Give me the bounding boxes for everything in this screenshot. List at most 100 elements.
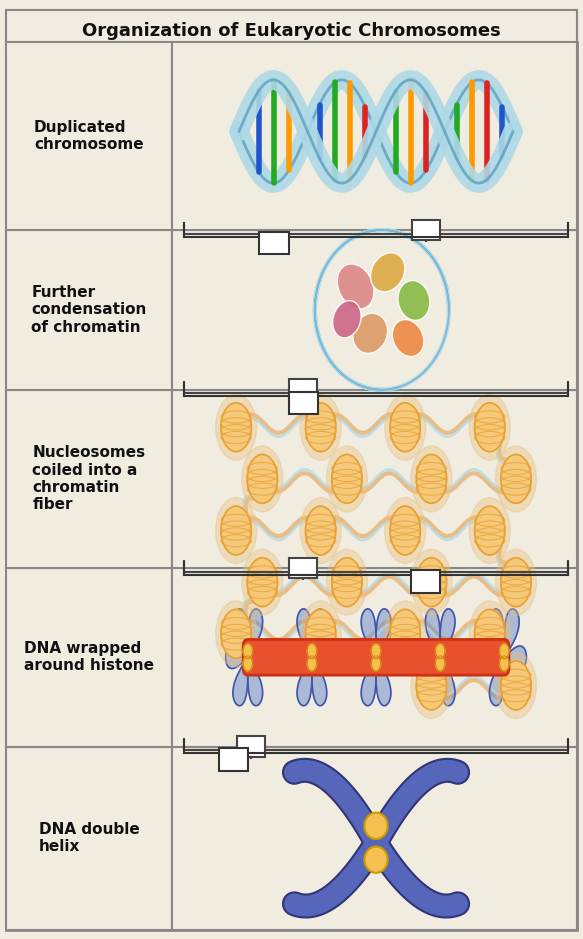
Text: Nucleosomes
coiled into a
chromatin
fiber: Nucleosomes coiled into a chromatin fibe… [32,445,146,513]
Polygon shape [354,646,376,669]
Bar [412,220,440,240]
Polygon shape [376,646,398,669]
Polygon shape [312,646,334,669]
Text: DNA double
helix: DNA double helix [38,822,139,854]
Text: DNA wrapped
around histone: DNA wrapped around histone [24,641,154,673]
Circle shape [501,558,531,607]
Circle shape [305,609,336,658]
Circle shape [305,403,336,452]
Circle shape [390,609,420,658]
Polygon shape [426,608,440,657]
Circle shape [305,506,336,555]
Ellipse shape [398,281,430,320]
Bar [172,42,577,230]
Circle shape [247,558,278,607]
Polygon shape [361,608,376,657]
Circle shape [307,656,317,671]
Bar [289,558,317,578]
Circle shape [436,656,445,671]
Circle shape [469,394,510,460]
Bar [259,232,289,254]
Circle shape [307,643,317,658]
Text: Organization of Eukaryotic Chromosomes: Organization of Eukaryotic Chromosomes [82,22,501,40]
Polygon shape [297,608,312,657]
Circle shape [469,601,510,667]
Bar [237,736,265,757]
Circle shape [300,498,341,563]
Circle shape [385,601,426,667]
Circle shape [475,403,505,452]
Bar [6,230,172,390]
Bar [6,42,172,230]
Circle shape [221,506,251,555]
Bar [172,390,577,568]
Polygon shape [440,657,455,706]
Polygon shape [426,657,440,706]
Circle shape [332,454,362,503]
Circle shape [411,653,452,718]
Polygon shape [440,646,462,669]
Circle shape [496,446,536,512]
Circle shape [326,549,367,615]
Polygon shape [248,608,262,657]
Bar [6,568,172,747]
Circle shape [390,506,420,555]
Polygon shape [504,657,519,706]
Polygon shape [248,657,262,706]
Polygon shape [290,646,312,669]
Circle shape [300,601,341,667]
Polygon shape [297,657,312,706]
Circle shape [332,558,362,607]
Bar [289,379,317,400]
Circle shape [501,661,531,710]
Polygon shape [482,646,504,669]
Circle shape [469,498,510,563]
Circle shape [385,498,426,563]
Polygon shape [248,646,270,669]
Circle shape [416,661,447,710]
Circle shape [475,609,505,658]
Circle shape [411,549,452,615]
Polygon shape [490,657,504,706]
Circle shape [326,446,367,512]
Circle shape [496,653,536,718]
Ellipse shape [392,319,424,357]
Circle shape [216,394,257,460]
Polygon shape [233,657,248,706]
Circle shape [496,549,536,615]
Bar [6,390,172,568]
Circle shape [243,656,252,671]
Bar [172,230,577,390]
Polygon shape [361,657,376,706]
Text: Further
condensation
of chromatin: Further condensation of chromatin [31,285,146,335]
Bar [6,747,172,930]
Polygon shape [418,646,440,669]
Polygon shape [504,608,519,657]
Bar [172,568,577,747]
Circle shape [371,656,381,671]
Ellipse shape [364,812,388,839]
Circle shape [221,403,251,452]
Polygon shape [312,657,326,706]
Bar [411,570,440,593]
Bar [6,10,577,52]
Ellipse shape [364,847,388,873]
Circle shape [216,498,257,563]
Circle shape [501,454,531,503]
Ellipse shape [371,253,405,292]
Circle shape [416,454,447,503]
Circle shape [385,394,426,460]
Polygon shape [312,608,326,657]
Circle shape [411,446,452,512]
Polygon shape [440,608,455,657]
Bar [172,747,577,930]
FancyBboxPatch shape [243,639,509,675]
Circle shape [371,643,381,658]
Circle shape [243,643,252,658]
Ellipse shape [353,314,388,353]
Ellipse shape [338,264,374,309]
Polygon shape [504,646,526,669]
Circle shape [500,643,509,658]
Circle shape [216,601,257,667]
Bar [289,392,318,414]
